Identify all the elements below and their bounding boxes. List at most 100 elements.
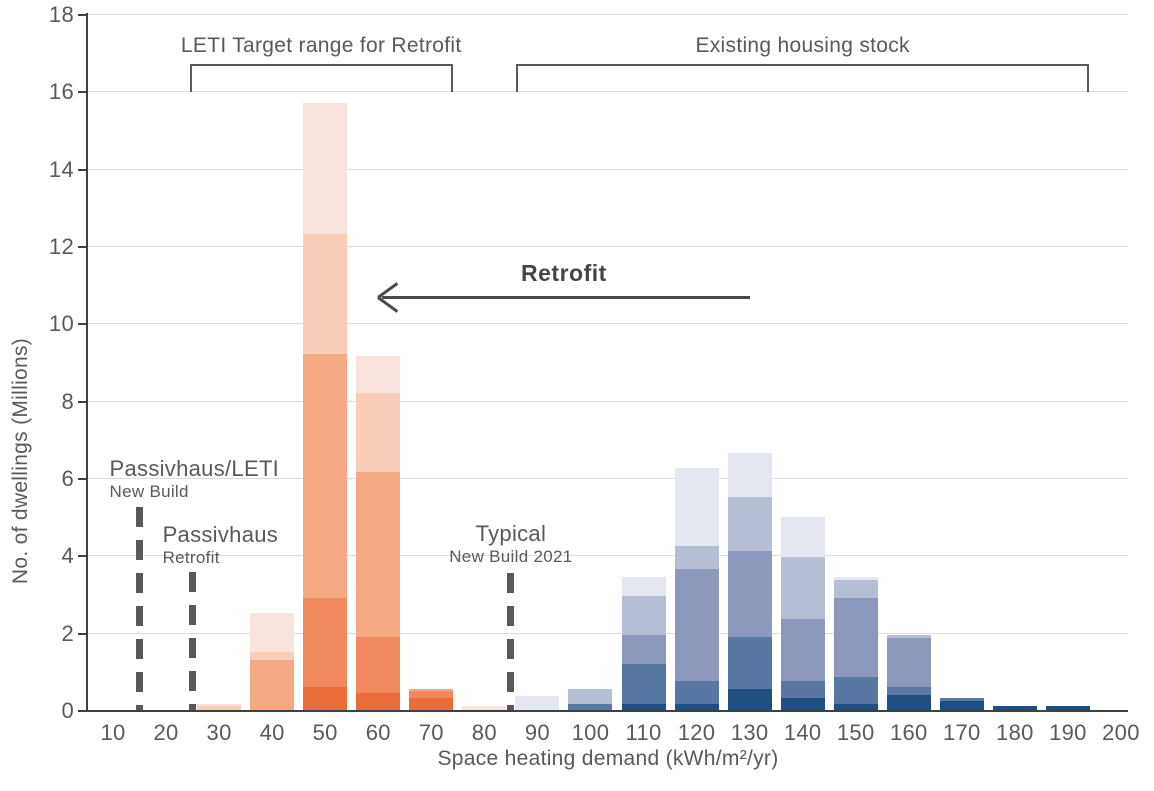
x-tick-label: 90: [524, 720, 550, 745]
bar-segment-140-darkest: [780, 698, 825, 710]
y-tick-label: 12: [48, 233, 74, 259]
bar-segment-160-darkest: [886, 694, 931, 710]
bar-segment-110-lightest: [621, 576, 666, 596]
y-gridline: [88, 13, 1128, 15]
bar-segment-140-light: [780, 557, 825, 620]
range-bracket-label-1: Existing housing stock: [695, 34, 910, 57]
y-tick-label: 18: [48, 1, 74, 27]
y-tick-label: 4: [61, 543, 74, 569]
x-tick-label: 180: [996, 720, 1034, 745]
x-tick-label: 80: [471, 720, 497, 745]
bar-segment-170-darkest: [939, 701, 984, 710]
bar-segment-60-darkest: [356, 692, 401, 710]
bar-segment-70-darkest: [409, 698, 454, 710]
y-gridline: [88, 323, 1128, 325]
y-axis-tick: [78, 245, 86, 248]
bar-segment-150-lightest: [833, 576, 878, 581]
bar-segment-180-darkest: [992, 706, 1037, 710]
bar-segment-100-dark: [568, 704, 613, 710]
x-tick-label: 50: [312, 720, 338, 745]
bar-segment-120-dark: [674, 680, 719, 705]
x-tick-label: 160: [889, 720, 928, 745]
x-tick-label: 100: [571, 720, 610, 745]
bar-segment-110-dark: [621, 663, 666, 705]
bar-segment-80-lightest: [462, 706, 507, 710]
x-axis-line: [86, 710, 1128, 712]
retrofit-arrow-shaft: [382, 296, 750, 300]
bar-segment-150-light: [833, 580, 878, 598]
bar-segment-150-dark: [833, 677, 878, 705]
bar-segment-110-medium: [621, 634, 666, 664]
bar-segment-40-lightest: [250, 613, 295, 652]
reference-line-title: Typical: [475, 521, 547, 546]
range-bracket-label-0: LETI Target range for Retrofit: [180, 34, 462, 57]
y-gridline: [88, 632, 1128, 634]
bar-segment-100-light: [568, 688, 613, 705]
range-bracket-1: [516, 64, 1090, 92]
bar-segment-110-darkest: [621, 704, 666, 710]
y-tick-label: 6: [61, 465, 74, 491]
y-gridline: [88, 400, 1128, 402]
bar-segment-50-dark: [303, 597, 348, 687]
y-axis-tick: [78, 13, 86, 16]
reference-line-85: [507, 573, 515, 710]
bar-segment-190-darkest: [1045, 706, 1090, 710]
bar-segment-30-light: [197, 706, 242, 710]
x-tick-label: 200: [1102, 720, 1140, 745]
y-axis-tick: [78, 400, 86, 403]
bar-segment-160-medium: [886, 638, 931, 687]
y-axis-tick: [78, 477, 86, 480]
y-tick-label: 0: [61, 698, 74, 723]
y-gridline: [88, 245, 1128, 247]
y-axis-tick: [78, 710, 86, 712]
reference-line-15: [136, 507, 144, 710]
bar-segment-140-lightest: [780, 516, 825, 558]
y-axis-tick: [78, 91, 86, 94]
bar-segment-170-dark: [939, 698, 984, 702]
reference-line-title: Passivhaus/LETI: [109, 456, 280, 481]
bar-segment-110-light: [621, 595, 666, 635]
x-tick-label: 60: [365, 720, 391, 745]
y-axis-tick: [78, 555, 86, 558]
bar-segment-120-medium: [674, 568, 719, 681]
y-tick-label: 16: [48, 79, 74, 105]
bar-segment-150-medium: [833, 597, 878, 678]
bar-segment-120-lightest: [674, 468, 719, 546]
x-tick-label: 190: [1049, 720, 1087, 745]
y-gridline: [88, 555, 1128, 557]
bar-segment-140-medium: [780, 619, 825, 681]
bar-segment-30-lightest: [197, 704, 242, 707]
bar-segment-130-medium: [727, 551, 772, 637]
bar-segment-50-darkest: [303, 686, 348, 710]
bar-segment-130-dark: [727, 636, 772, 689]
x-tick-label: 150: [836, 720, 875, 745]
y-axis-tick: [78, 323, 86, 326]
y-axis-line: [86, 13, 88, 712]
bar-segment-90-lightest: [515, 696, 560, 710]
y-axis-tick: [78, 168, 86, 171]
bar-segment-150-darkest: [833, 704, 878, 710]
bar-segment-40-light: [250, 651, 295, 660]
y-gridline: [88, 477, 1128, 479]
bar-segment-120-light: [674, 545, 719, 569]
x-tick-label: 110: [625, 720, 662, 745]
bar-segment-60-lightest: [356, 356, 401, 393]
bar-segment-160-dark: [886, 686, 931, 695]
y-gridline: [88, 168, 1128, 170]
bar-segment-140-dark: [780, 680, 825, 699]
bar-segment-60-dark: [356, 636, 401, 693]
reference-line-25: [189, 572, 197, 710]
bar-segment-50-lightest: [303, 102, 348, 235]
bar-segment-60-medium: [356, 472, 401, 637]
reference-line-title: Passivhaus: [162, 522, 279, 547]
y-gridline: [88, 91, 1128, 93]
y-tick-label: 2: [61, 620, 74, 646]
range-bracket-0: [189, 64, 453, 92]
x-axis-title: Space heating demand (kWh/m²/yr): [437, 747, 779, 770]
y-tick-label: 8: [61, 388, 74, 414]
bar-segment-50-light: [303, 234, 348, 355]
reference-line-subtitle: New Build: [109, 482, 189, 501]
bar-segment-40-medium: [250, 659, 295, 710]
bar-segment-120-darkest: [674, 704, 719, 710]
